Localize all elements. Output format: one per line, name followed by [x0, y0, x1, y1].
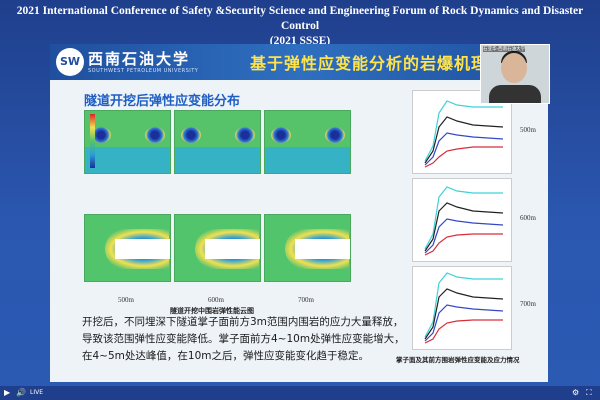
sim-panel-top-700m — [264, 110, 351, 174]
university-name-en: SOUTHWEST PETROLEUM UNIVERSITY — [88, 68, 199, 74]
presenter-webcam: 石亚华-西南石油大学 — [480, 44, 550, 104]
sim-panel-top-600m — [174, 110, 261, 174]
slide-header: SW 西南石油大学 SOUTHWEST PETROLEUM UNIVERSITY… — [50, 44, 548, 80]
description-paragraph: 开挖后，不同埋深下隧道掌子面前方3m范围内围岩的应力大量释放， 导致该范围弹性应… — [82, 314, 412, 365]
right-figure-caption: 掌子面及其前方围岩弹性应变能及应力情况 — [396, 356, 520, 364]
sim-panel-top-500m — [84, 110, 171, 174]
colorbar — [90, 114, 95, 168]
live-label: LIVE — [30, 389, 44, 396]
sim-panel-bottom-500m — [84, 214, 171, 282]
volume-icon[interactable]: 🔊 — [16, 388, 26, 397]
chart-depth-600m: 600m — [520, 214, 536, 222]
presenter-name-tag: 石亚华-西南石油大学 — [483, 46, 526, 52]
strain-energy-chart-700m — [412, 266, 512, 350]
strain-energy-chart-500m — [412, 90, 512, 174]
strain-energy-chart-600m — [412, 178, 512, 262]
left-figure-caption: 隧道开挖中围岩弹性能云图 — [170, 307, 254, 315]
fullscreen-icon[interactable]: ⛶ — [586, 388, 592, 397]
depth-label-600m: 600m — [208, 296, 224, 304]
conference-title: 2021 International Conference of Safety … — [0, 4, 600, 49]
video-control-bar: ▶ 🔊 LIVE ⚙ ⛶ — [0, 386, 600, 400]
chart-depth-500m: 500m — [520, 126, 536, 134]
university-logo: SW — [56, 48, 84, 76]
slide-title: 基于弹性应变能分析的岩爆机理 — [250, 54, 489, 73]
sim-panel-bottom-600m — [174, 214, 261, 282]
section-title: 隧道开挖后弹性应变能分布 — [84, 94, 241, 109]
settings-icon[interactable]: ⚙ — [572, 388, 580, 397]
chart-depth-700m: 700m — [520, 300, 536, 308]
conference-title-line1: 2021 International Conference of Safety … — [16, 5, 584, 32]
depth-label-500m: 500m — [118, 296, 134, 304]
depth-label-700m: 700m — [298, 296, 314, 304]
paragraph-line-2: 导致该范围弹性应变能降低。掌子面前方4~10m处弹性应变能增大， — [82, 333, 405, 345]
sim-panel-bottom-700m — [264, 214, 351, 282]
play-icon[interactable]: ▶ — [4, 388, 11, 397]
university-name: 西南石油大学 — [88, 50, 191, 68]
paragraph-line-3: 在4~5m处达峰值，在10m之后，弹性应变能变化趋于稳定。 — [82, 350, 369, 362]
presentation-slide: SW 西南石油大学 SOUTHWEST PETROLEUM UNIVERSITY… — [50, 44, 548, 382]
paragraph-line-1: 开挖后，不同埋深下隧道掌子面前方3m范围内围岩的应力大量释放， — [82, 316, 404, 328]
